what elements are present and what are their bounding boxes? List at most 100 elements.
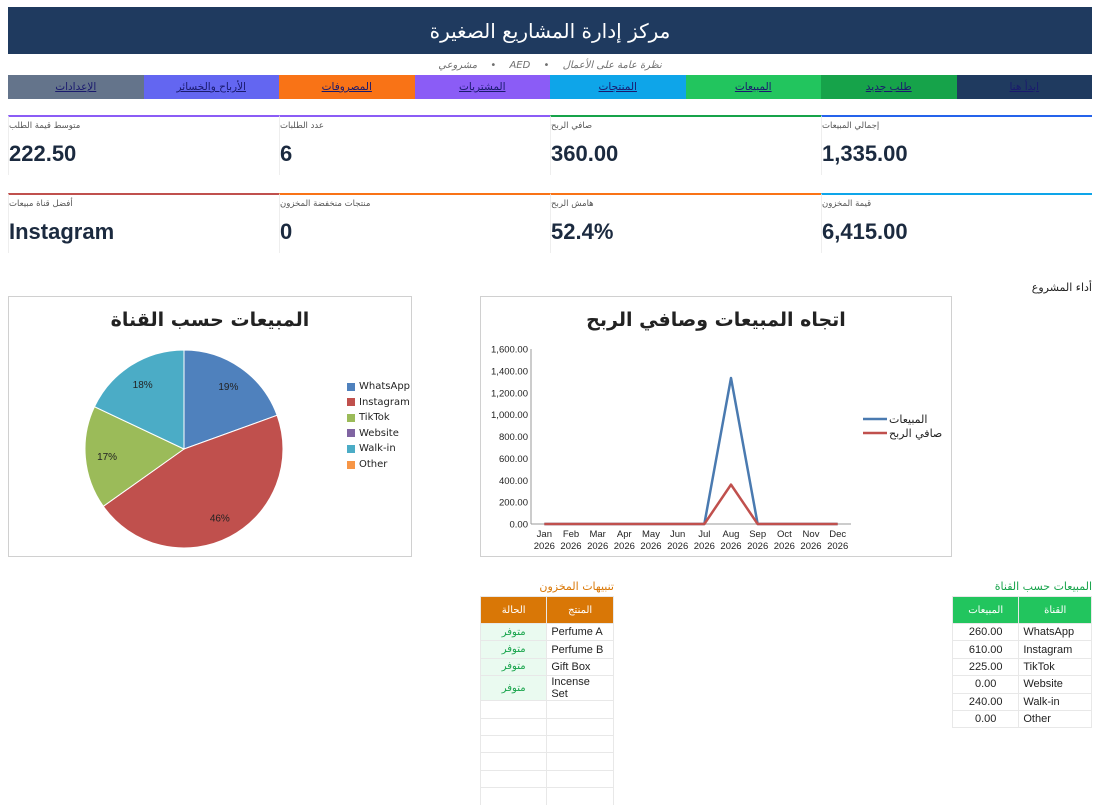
channel-name-cell: Instagram (1018, 640, 1092, 659)
pie-legend-label: Other (359, 459, 388, 470)
nav-tab-5[interactable]: المصروفات (279, 75, 415, 99)
nav-tab-0[interactable]: ابدأ هنا (956, 75, 1092, 99)
line-legend-label: صافي الربح (889, 427, 942, 440)
kpi-label: أفضل قناة مبيعات (9, 199, 73, 209)
stock-empty-row (479, 769, 614, 789)
stock-status-cell: متوفر (479, 675, 548, 702)
stock-row: متوفر Perfume B (479, 640, 614, 659)
pie-legend-item: Instagram (347, 397, 410, 408)
x-tick-label: Nov 2026 (800, 529, 821, 552)
nav-tab-6[interactable]: الأرباح والخسائر (143, 75, 279, 99)
pie-data-label: 19% (218, 382, 238, 393)
nav-tab-1[interactable]: طلب جديد (821, 75, 957, 99)
pie-slice (183, 349, 278, 450)
empty-cell (479, 769, 548, 789)
pie-legend-item: Walk-in (347, 443, 396, 454)
pie-data-label: 46% (210, 513, 230, 524)
nav-tab-7[interactable]: الإعدادات (8, 75, 144, 99)
kpi-value: 52.4% (551, 219, 614, 244)
x-tick-label: Sep 2026 (747, 529, 768, 552)
kpi-label: متوسط قيمة الطلب (9, 121, 81, 131)
x-tick-label: Aug 2026 (720, 529, 741, 552)
nav-tab-4[interactable]: المشتريات (414, 75, 550, 99)
empty-cell (546, 734, 614, 754)
stock-status-cell: متوفر (479, 622, 548, 642)
pie-legend-item: TikTok (347, 412, 390, 423)
kpi-card: متوسط قيمة الطلب 222.50 (8, 115, 279, 175)
channel-row: 260.00 WhatsApp (951, 622, 1092, 642)
channel-sales-table: المبيعات القناة 260.00 WhatsApp 610.00 Inst… (951, 596, 1092, 729)
pie-slice (102, 414, 284, 549)
line-chart-box: اتجاه المبيعات وصافي الربح 0.00 200.00 400… (480, 296, 952, 557)
stock-row: متوفر Incense Set (479, 675, 614, 702)
legend-swatch (347, 429, 355, 438)
pie-legend-label: WhatsApp (359, 381, 411, 392)
stock-empty-row (479, 734, 614, 754)
channel-name-cell: Other (1018, 709, 1092, 729)
empty-cell (546, 717, 614, 736)
x-tick-label: Dec 2026 (827, 529, 848, 552)
pie-data-label: 17% (97, 452, 117, 463)
kpi-value: 6 (280, 141, 293, 166)
channel-sales-cell: 610.00 (951, 640, 1020, 659)
kpi-card: قيمة المخزون 6,415.00 (821, 193, 1092, 253)
line-chart: 0.00 200.00 400.00 600.00 800.00 1,000.00 1,20… (491, 345, 942, 553)
stock-row: متوفر Gift Box (479, 657, 614, 677)
pie-legend-label: Walk-in (359, 443, 396, 455)
empty-cell (546, 752, 614, 771)
stock-product-cell: Perfume B (546, 640, 614, 659)
stock-product-cell: Gift Box (546, 657, 614, 677)
section-label: أداء المشروع (1031, 281, 1092, 294)
channel-name-cell: Walk-in (1018, 692, 1092, 711)
stock-alerts-table: الحالة المنتج متوفر Perfume A متوفر Perfume… (479, 596, 614, 805)
stock-product-cell: Perfume A (546, 622, 614, 642)
line-legend-label: المبيعات (889, 413, 927, 426)
channel-row: 225.00 TikTok (951, 657, 1092, 677)
kpi-value: 1,335.00 (822, 141, 908, 166)
y-tick-label: 800.00 (499, 432, 528, 443)
channel-sales-cell: 0.00 (951, 709, 1020, 729)
kpi-label: قيمة المخزون (822, 199, 872, 209)
pie-slice (84, 406, 185, 508)
empty-cell (546, 787, 614, 805)
empty-cell (479, 700, 548, 719)
pie-chart: 19% 46% 17% 18% (84, 349, 284, 549)
kpi-card: عدد الطلبات 6 (279, 115, 550, 175)
kpi-row-1: إجمالي المبيعات 1,335.00 صافي الربح 360.00 ع… (8, 115, 1092, 175)
pie-legend-item: WhatsApp (347, 381, 410, 392)
empty-cell (546, 769, 614, 789)
channel-row: 610.00 Instagram (951, 640, 1092, 659)
kpi-value: 222.50 (9, 141, 77, 166)
kpi-card: صافي الربح 360.00 (550, 115, 821, 175)
stock-empty-row (479, 717, 614, 736)
kpi-value: 0 (280, 219, 293, 244)
legend-swatch (347, 382, 355, 391)
x-tick-label: Feb 2026 (560, 529, 581, 552)
nav-tab-2[interactable]: المبيعات (685, 75, 821, 99)
kpi-label: عدد الطلبات (280, 121, 324, 131)
x-tick-label: Apr 2026 (614, 529, 635, 552)
y-tick-label: 1,600.00 (491, 345, 528, 356)
empty-cell (546, 700, 614, 719)
y-tick-label: 600.00 (499, 454, 528, 465)
stock-row: متوفر Perfume A (479, 622, 614, 642)
dashboard-subtitle: نظرة عامة على الأعمال • AED • مشروعي (8, 60, 1092, 76)
kpi-card: منتجات منخفضة المخزون 0 (279, 193, 550, 253)
legend-swatch (347, 444, 355, 453)
channel-row: 0.00 Other (951, 709, 1092, 729)
kpi-label: صافي الربح (551, 121, 593, 131)
pie-slice (93, 349, 185, 450)
pie-legend-item: Other (347, 459, 387, 470)
legend-swatch (347, 460, 355, 469)
channel-row: 240.00 Walk-in (951, 692, 1092, 711)
x-tick-label: Mar 2026 (587, 529, 608, 552)
kpi-value: 360.00 (551, 141, 619, 166)
subtitle-separator: • (543, 60, 550, 71)
dashboard-title-banner: مركز إدارة المشاريع الصغيرة (8, 7, 1092, 54)
empty-cell (479, 717, 548, 736)
y-tick-label: 200.00 (499, 498, 528, 509)
kpi-value: Instagram (9, 219, 115, 244)
nav-tab-3[interactable]: المنتجات (550, 75, 686, 99)
subtitle-currency: AED (509, 60, 531, 71)
kpi-label: إجمالي المبيعات (822, 121, 880, 131)
